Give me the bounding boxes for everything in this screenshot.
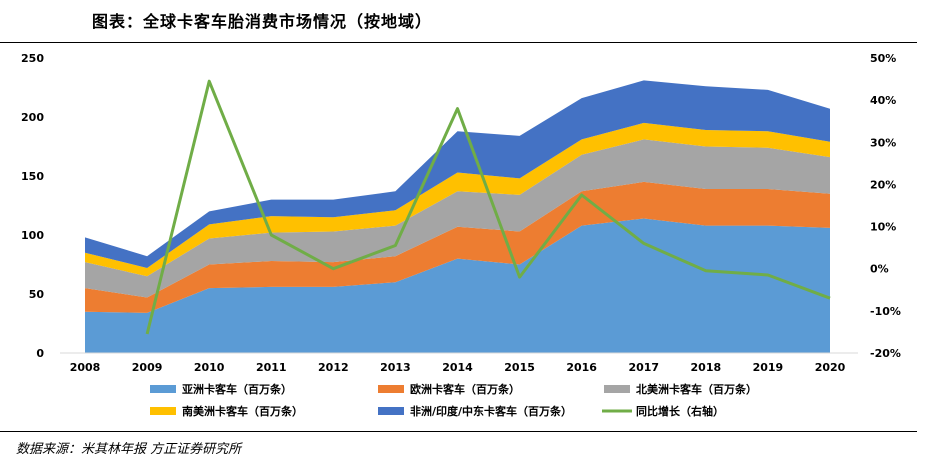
growth-line-layer	[145, 79, 831, 335]
y-left-tick-label: 150	[21, 170, 44, 183]
legend-label: 同比增长（右轴）	[636, 404, 724, 418]
legend: 亚洲卡客车（百万条） 欧洲卡客车（百万条） 北美洲卡客车（百万条） 南美洲卡客车（百万…	[150, 382, 757, 418]
legend-swatch	[150, 385, 176, 393]
legend-label: 南美洲卡客车（百万条）	[182, 404, 303, 418]
legend-label: 欧洲卡客车（百万条）	[410, 382, 520, 396]
x-tick-label: 2016	[566, 361, 597, 374]
y-right-tick-label: -20%	[870, 347, 901, 360]
legend-swatch	[378, 407, 404, 415]
y-right-tick-label: -10%	[870, 305, 901, 318]
y-left-tick-label: 250	[21, 52, 44, 65]
y-right-tick-label: 10%	[870, 221, 896, 234]
x-tick-label: 2017	[628, 361, 659, 374]
y-right-tick-label: 40%	[870, 94, 896, 107]
chart: 0 50 100 150 200 250 -20% -10% 0% 10% 20% 30% 40% 50%…	[21, 52, 901, 418]
x-tick-label: 2008	[70, 361, 101, 374]
legend-label: 北美洲卡客车（百万条）	[636, 382, 757, 396]
x-tick-label: 2020	[815, 361, 846, 374]
y-right-tick-label: 0%	[870, 263, 889, 276]
x-tick-label: 2009	[132, 361, 163, 374]
axes: 0 50 100 150 200 250 -20% -10% 0% 10% 20% 30% 40% 50%…	[21, 52, 901, 374]
y-right-tick-label: 20%	[870, 178, 896, 191]
area-series-1	[85, 218, 830, 353]
y-left-tick-label: 100	[21, 229, 44, 242]
legend-swatch	[150, 407, 176, 415]
x-tick-label: 2012	[318, 361, 349, 374]
legend-swatch	[378, 385, 404, 393]
x-tick-label: 2014	[442, 361, 473, 374]
x-tick-label: 2018	[691, 361, 722, 374]
y-left-tick-label: 200	[21, 111, 44, 124]
area-series-3	[85, 139, 830, 298]
y-left-tick-label: 50	[29, 288, 45, 301]
x-tick-label: 2011	[256, 361, 287, 374]
area-series-2	[85, 181, 830, 313]
y-right-tick-label: 50%	[870, 52, 896, 65]
y-right-tick-label: 30%	[870, 136, 896, 149]
x-tick-label: 2010	[194, 361, 225, 374]
legend-swatch	[604, 385, 630, 393]
x-tick-label: 2015	[504, 361, 535, 374]
growth-line-1	[145, 79, 831, 335]
footer-rule	[0, 431, 917, 432]
x-tick-label: 2013	[380, 361, 411, 374]
data-source: 数据来源：米其林年报 方正证券研究所	[16, 442, 242, 457]
chart-title: 图表：全球卡客车胎消费市场情况（按地域）	[92, 12, 433, 31]
legend-label: 亚洲卡客车（百万条）	[182, 382, 292, 396]
area-series-4	[85, 122, 830, 277]
legend-label: 非洲/印度/中东卡客车（百万条）	[410, 404, 572, 418]
x-tick-label: 2019	[753, 361, 784, 374]
area-layer	[85, 80, 830, 353]
title-rule	[0, 42, 917, 43]
y-left-tick-label: 0	[36, 347, 44, 360]
area-series-5	[85, 80, 830, 269]
